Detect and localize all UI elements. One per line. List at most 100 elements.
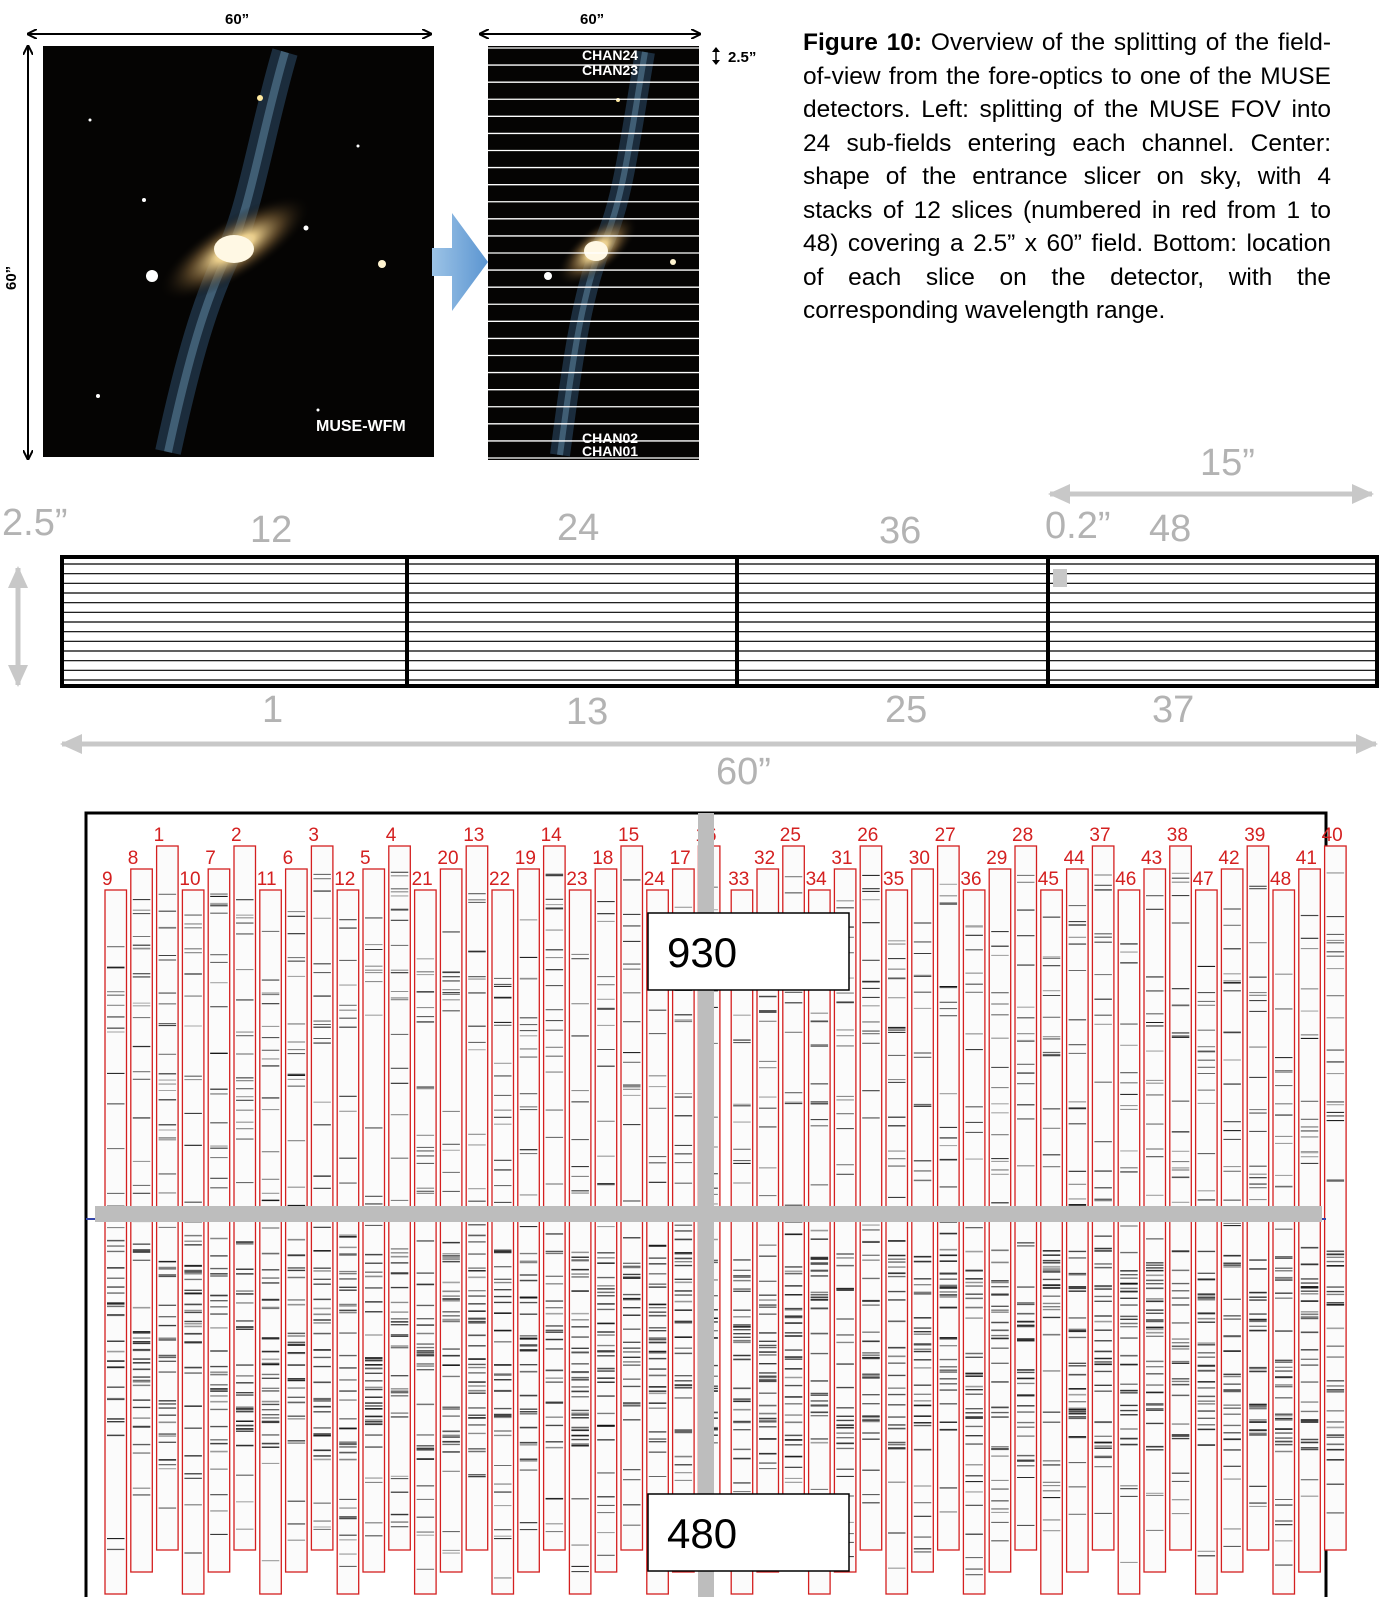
caption-text: Overview of the splitting of the field-o… bbox=[803, 29, 1331, 324]
detector-slice bbox=[962, 889, 986, 1595]
slice-number-label: 12 bbox=[334, 869, 355, 890]
slice-number-label: 44 bbox=[1064, 848, 1086, 869]
left-image-label: MUSE-WFM bbox=[316, 418, 406, 435]
slice-number-label: 15 bbox=[618, 825, 639, 846]
vertical-grey-bar bbox=[698, 813, 714, 1597]
slice-number-label: 34 bbox=[806, 869, 828, 890]
slice-height-label: 2.5” bbox=[728, 49, 756, 66]
wavelength-bottom-label: 480 bbox=[667, 1510, 737, 1557]
slice-number-label: 23 bbox=[566, 869, 587, 890]
wavelength-box-bottom bbox=[647, 1493, 850, 1572]
slice-number-label: 36 bbox=[960, 869, 981, 890]
chan23-label: CHAN23 bbox=[582, 62, 638, 78]
slicer-stacks bbox=[60, 555, 1379, 688]
left-width-label: 60” bbox=[225, 11, 249, 28]
detector-slice bbox=[859, 845, 883, 1551]
detector-slice bbox=[233, 845, 257, 1551]
detector-slice bbox=[1040, 889, 1063, 1595]
slice-number-label: 33 bbox=[728, 869, 749, 890]
slice-number-label: 2 bbox=[231, 825, 242, 846]
left-panel: 60” 60” MUSE-WFM bbox=[3, 11, 434, 459]
split-arrow bbox=[432, 213, 488, 311]
slice-number-label: 30 bbox=[909, 848, 930, 869]
slice-number-label: 28 bbox=[1012, 825, 1033, 846]
detector-slice bbox=[491, 889, 515, 1595]
detector-slice bbox=[465, 845, 489, 1551]
slice-number-label: 29 bbox=[986, 848, 1007, 869]
slice-number-label: 1 bbox=[154, 825, 165, 846]
slice-number-label: 48 bbox=[1270, 869, 1291, 890]
slice-number-label: 20 bbox=[437, 848, 458, 869]
slice-number-label: 25 bbox=[780, 825, 801, 846]
slice-number-label: 14 bbox=[541, 825, 563, 846]
slice-number-label: 5 bbox=[360, 848, 371, 869]
slice-number-label: 6 bbox=[283, 848, 294, 869]
slice-number-label: 4 bbox=[386, 825, 397, 846]
left-height-label: 60” bbox=[3, 266, 20, 290]
center-panel: 60” CHAN24 CHAN23 CHAN02 CHAN01 2.5” bbox=[480, 11, 756, 460]
detector-slice bbox=[413, 889, 437, 1595]
slice-number-label: 46 bbox=[1115, 869, 1136, 890]
detector-slice bbox=[259, 889, 282, 1595]
slice-width-label: 0.2” bbox=[1045, 505, 1110, 547]
detector-slice bbox=[1272, 889, 1296, 1595]
channel-slice-lines bbox=[488, 47, 699, 459]
detector-slice bbox=[1169, 845, 1192, 1551]
slicer-height-label: 2.5” bbox=[2, 502, 67, 544]
stack-bottom-number-4: 37 bbox=[1152, 689, 1194, 731]
stack-bottom-number-3: 25 bbox=[885, 689, 927, 731]
slice-number-label: 13 bbox=[463, 825, 484, 846]
slice-number-label: 18 bbox=[592, 848, 613, 869]
slice-number-label: 40 bbox=[1322, 825, 1343, 846]
horizontal-grey-bar bbox=[95, 1206, 1322, 1222]
stack-top-number-1: 12 bbox=[250, 509, 292, 551]
detector-slice bbox=[936, 845, 960, 1551]
wavelength-top-label: 930 bbox=[667, 929, 737, 976]
slice-number-label: 17 bbox=[670, 848, 691, 869]
slice-number-label: 45 bbox=[1038, 869, 1059, 890]
stack-bottom-number-1: 1 bbox=[262, 689, 283, 731]
stack-bottom-number-2: 13 bbox=[566, 691, 608, 733]
slicer-width-label: 60” bbox=[716, 751, 771, 793]
detector-slice bbox=[1323, 845, 1347, 1551]
detector-slice bbox=[1014, 845, 1038, 1551]
slice-number-label: 22 bbox=[489, 869, 510, 890]
slice-number-label: 41 bbox=[1296, 848, 1317, 869]
detector-slice bbox=[181, 889, 205, 1595]
detector-slice bbox=[646, 889, 669, 1595]
slice-number-label: 7 bbox=[205, 848, 216, 869]
detector-slice bbox=[807, 889, 831, 1595]
detector-slice bbox=[1194, 889, 1218, 1595]
detector-slice bbox=[104, 889, 128, 1595]
chan01-label: CHAN01 bbox=[582, 443, 638, 459]
slice-height-indicator bbox=[712, 47, 720, 65]
slice-number-label: 38 bbox=[1167, 825, 1188, 846]
stack-top-number-3: 36 bbox=[879, 510, 921, 552]
slice-number-label: 26 bbox=[857, 825, 878, 846]
detector-slice bbox=[730, 889, 754, 1595]
slice-number-label: 8 bbox=[128, 848, 139, 869]
slice-number-label: 24 bbox=[644, 869, 666, 890]
stack-top-number-2: 24 bbox=[557, 507, 599, 549]
slice-number-label: 43 bbox=[1141, 848, 1162, 869]
slice-number-label: 32 bbox=[754, 848, 775, 869]
slice-number-label: 35 bbox=[883, 869, 904, 890]
galaxy-image-left bbox=[43, 46, 434, 457]
detector-slice bbox=[336, 889, 360, 1595]
slice-number-label: 9 bbox=[102, 869, 113, 890]
caption-label: Figure 10: bbox=[803, 29, 923, 56]
slicer-panel: 2.5” 12 24 36 0.2” 48 15” 1 13 25 37 60” bbox=[2, 442, 1379, 793]
slice-number-label: 37 bbox=[1089, 825, 1110, 846]
slice-number-label: 47 bbox=[1193, 869, 1214, 890]
detector-slice bbox=[885, 889, 909, 1595]
slice-number-label: 21 bbox=[412, 869, 433, 890]
detector-slice bbox=[310, 845, 334, 1551]
detector-slice bbox=[388, 845, 411, 1551]
detector-slice bbox=[620, 845, 644, 1551]
detector-panel: 9811072116312542120132219142318152417163… bbox=[84, 811, 1347, 1597]
slice-number-label: 31 bbox=[831, 848, 852, 869]
slice-number-label: 19 bbox=[515, 848, 536, 869]
wavelength-box-top bbox=[647, 912, 850, 991]
detector-slice bbox=[1246, 845, 1270, 1551]
